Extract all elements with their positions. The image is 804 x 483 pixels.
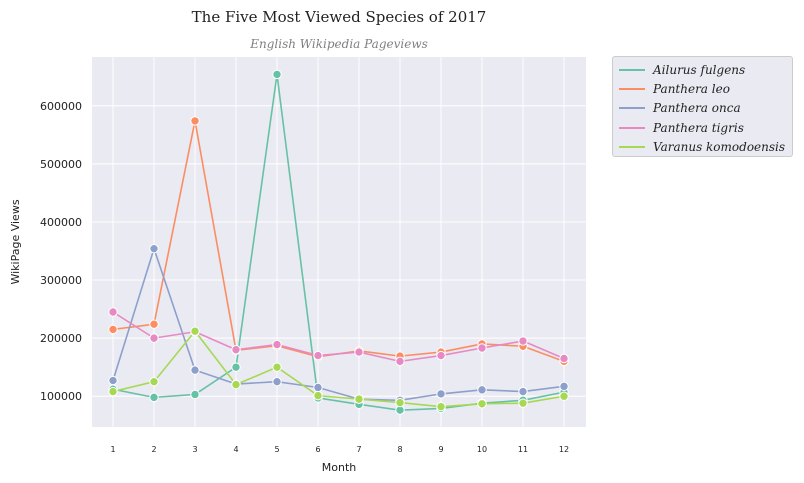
data-point	[477, 385, 487, 395]
data-point	[559, 381, 569, 392]
data-point	[313, 350, 323, 361]
chart-subtitle: English Wikipedia Pageviews	[250, 37, 428, 51]
y-tick-label: 500000	[40, 158, 82, 171]
data-point	[149, 319, 159, 329]
x-tick-label: 7	[356, 445, 361, 454]
data-point	[518, 398, 528, 408]
x-axis-label: Month	[322, 461, 357, 474]
data-point	[149, 376, 159, 387]
data-point	[395, 397, 405, 408]
plot-area	[92, 57, 586, 427]
data-point	[149, 333, 159, 343]
legend-swatch	[619, 145, 645, 148]
data-point	[313, 390, 323, 401]
data-point	[436, 401, 446, 412]
x-tick-label: 5	[274, 445, 279, 454]
data-point	[108, 375, 118, 386]
legend: Ailurus fulgens Panthera leo Panthera onca…	[612, 56, 793, 157]
legend-label: Panthera onca	[653, 101, 741, 116]
y-tick-label: 300000	[40, 274, 82, 287]
x-tick-label: 1	[110, 445, 115, 454]
y-tick-label: 400000	[40, 216, 82, 229]
y-tick-label: 200000	[40, 332, 82, 345]
x-tick-label: 4	[233, 445, 238, 454]
legend-label: Panthera tigris	[653, 120, 744, 135]
legend-entry: Panthera tigris	[619, 118, 792, 137]
data-point	[477, 343, 487, 353]
series-line	[112, 311, 565, 363]
legend-entry: Ailurus fulgens	[619, 60, 792, 79]
data-point	[354, 394, 364, 404]
x-tick-label: 11	[518, 445, 528, 454]
data-point	[231, 345, 241, 355]
x-tick-label: 6	[315, 445, 320, 454]
data-point	[477, 399, 487, 409]
y-tick-label: 100000	[40, 390, 82, 403]
y-tick-label: 600000	[40, 100, 82, 113]
x-tick-label: 2	[151, 445, 156, 454]
data-point	[559, 391, 569, 401]
series-line	[112, 73, 565, 411]
data-point	[149, 243, 159, 254]
data-point	[272, 69, 282, 80]
y-axis-label: WikiPage Views	[9, 199, 22, 284]
series-line	[112, 330, 565, 408]
series-line	[112, 247, 565, 402]
legend-label: Varanus komodoensis	[653, 139, 786, 154]
data-point	[108, 307, 118, 317]
chart-title: The Five Most Viewed Species of 2017	[191, 8, 487, 26]
legend-swatch	[619, 126, 645, 129]
legend-swatch	[619, 107, 645, 110]
data-point	[190, 116, 200, 126]
legend-label: Panthera leo	[653, 81, 730, 96]
data-point	[108, 386, 118, 397]
x-tick-label: 12	[559, 445, 569, 454]
tick-labels: 1 2 3 4 5 6 7 8 9 10 11 121000002000003000004000005…	[40, 100, 569, 454]
data-point	[190, 326, 200, 336]
data-point	[559, 353, 569, 364]
data-point	[518, 386, 528, 397]
data-point	[231, 362, 241, 372]
data-point	[518, 336, 528, 346]
data-point	[108, 324, 118, 335]
legend-entry: Varanus komodoensis	[619, 137, 792, 156]
legend-swatch	[619, 87, 645, 90]
x-tick-label: 9	[438, 445, 443, 454]
data-point	[272, 376, 282, 387]
legend-entry: Panthera leo	[619, 79, 792, 98]
x-tick-label: 3	[192, 445, 197, 454]
legend-swatch	[619, 68, 645, 71]
legend-entry: Panthera onca	[619, 99, 792, 118]
data-point	[190, 389, 200, 400]
data-point	[149, 392, 159, 403]
data-point	[190, 365, 200, 375]
series-layer	[108, 69, 569, 415]
data-point	[354, 347, 364, 357]
data-point	[436, 350, 446, 361]
data-point	[395, 356, 405, 367]
legend-label: Ailurus fulgens	[653, 62, 746, 77]
data-point	[436, 389, 446, 399]
data-point	[272, 339, 282, 350]
data-point	[231, 379, 241, 390]
data-point	[313, 382, 323, 393]
x-tick-label: 8	[397, 445, 402, 454]
data-point	[272, 362, 282, 372]
x-tick-label: 10	[477, 445, 487, 454]
